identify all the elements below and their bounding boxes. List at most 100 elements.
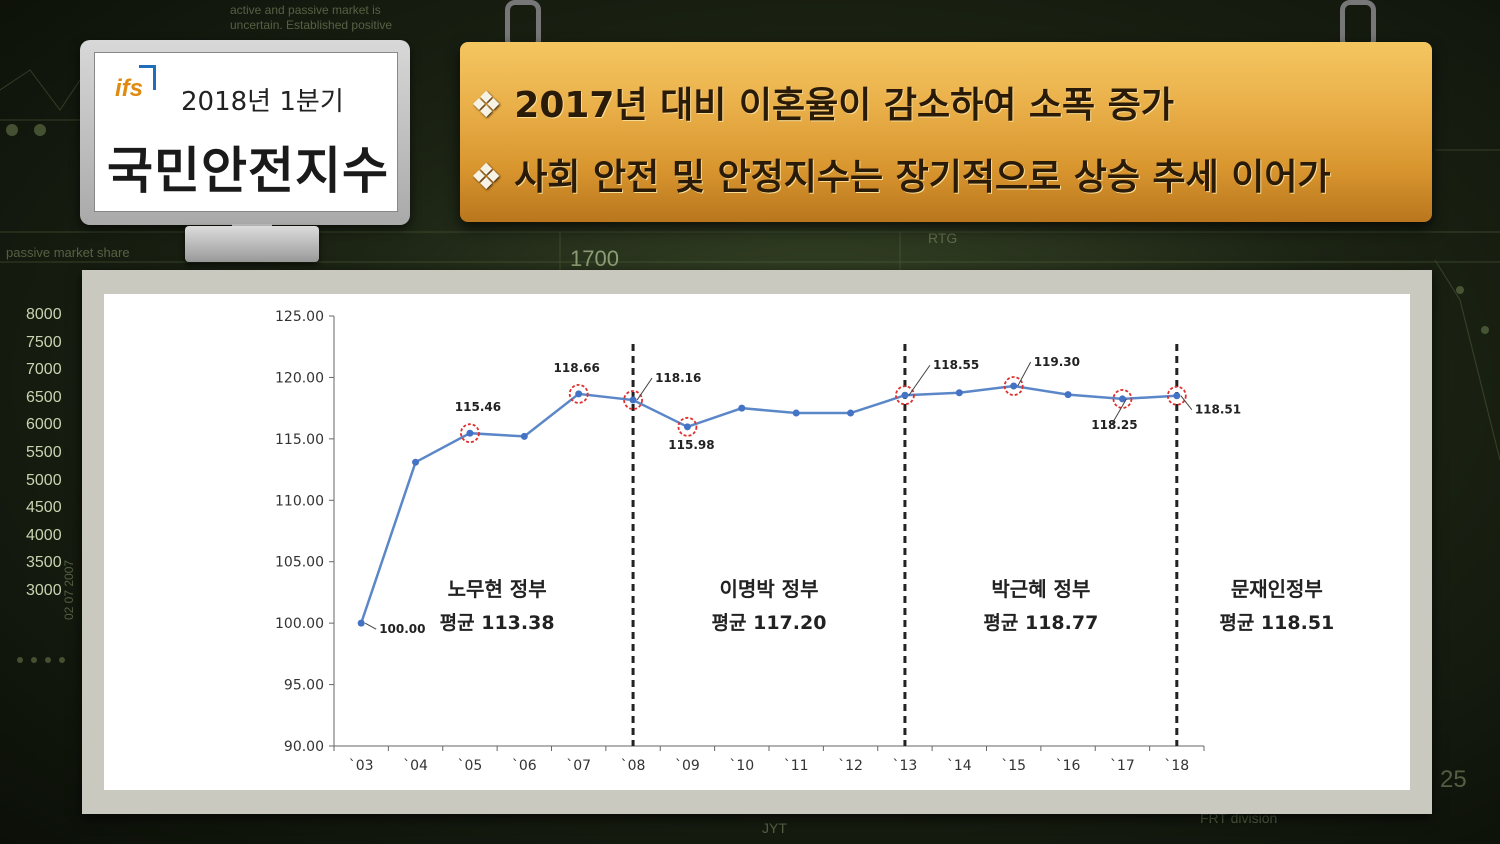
bullet-icon: ❖ [470, 157, 503, 198]
data-point [520, 432, 528, 440]
period-name: 박근혜 정부 [991, 577, 1090, 601]
annotation-leader [636, 377, 653, 401]
period-average: 평균 118.51 [1219, 612, 1334, 634]
y-tick-label: 125.00 [275, 309, 324, 325]
monitor-screen: ifs 2018년 1분기 국민안전지수 [94, 52, 398, 212]
data-point [1010, 382, 1018, 390]
headline-1-text: 2017년 대비 이혼율이 감소하여 소폭 증가 [514, 85, 1174, 126]
data-point [466, 429, 474, 437]
data-point [575, 390, 583, 398]
x-tick-label: `18 [1164, 758, 1189, 774]
data-point [955, 389, 963, 397]
period-average: 평균 118.77 [983, 612, 1098, 634]
background-tag-rtg: RTG [928, 230, 958, 246]
monitor-title: 국민안전지수 [107, 142, 389, 200]
data-label: 115.98 [668, 438, 714, 452]
x-tick-label: `17 [1110, 758, 1135, 774]
logo-bracket-icon [139, 65, 156, 90]
period-average: 평균 113.38 [440, 612, 555, 634]
headline-2-text: 사회 안전 및 안정지수는 장기적으로 상승 추세 이어가 [514, 157, 1331, 198]
bullet-icon: ❖ [470, 85, 503, 126]
background-tag-jyt: JYT [762, 820, 787, 836]
data-label: 118.51 [1195, 403, 1241, 417]
logo-text: ifs [115, 75, 144, 102]
background-tag-25: 25 [1440, 766, 1467, 793]
x-tick-label: `07 [566, 758, 591, 774]
background-axis-tick: 4500 [26, 499, 62, 517]
data-point [738, 404, 746, 412]
data-point [357, 619, 365, 627]
x-tick-label: `09 [675, 758, 700, 774]
data-label: 118.66 [554, 361, 600, 375]
x-tick-label: `08 [621, 758, 646, 774]
data-point [683, 423, 691, 431]
series-line [360, 384, 1177, 624]
x-tick-label: `12 [838, 758, 863, 774]
chart-panel: 90.00 95.00 100.00 105.00 110.00 115.00 120.00… [104, 294, 1410, 790]
background-axis-tick: 4000 [26, 526, 62, 544]
data-point [1118, 395, 1126, 403]
data-label: 115.46 [455, 400, 501, 414]
highlight-ring [1112, 389, 1133, 409]
background-axis-tick: 7500 [26, 333, 62, 351]
data-point [412, 458, 420, 466]
background-axis-tick: 5000 [26, 471, 62, 489]
highlight-ring [460, 423, 480, 444]
period-name: 이명박 정부 [720, 577, 819, 601]
background-axis-tick: 6000 [26, 416, 62, 434]
highlight-ring [895, 385, 915, 406]
data-label: 118.16 [655, 371, 701, 385]
x-tick-label: `03 [349, 758, 374, 774]
data-point [847, 409, 855, 417]
chart-panel-frame: 90.00 95.00 100.00 105.00 110.00 115.00 120.00… [82, 270, 1432, 814]
x-tick-label: `11 [784, 758, 809, 774]
highlight-ring [1003, 376, 1024, 396]
highlight-ring [677, 416, 698, 437]
y-tick-label: 120.00 [275, 370, 324, 386]
background-tag-passive: passive market share [6, 245, 130, 260]
background-snippet-1: active and passive market is [230, 3, 381, 17]
highlight-ring [568, 383, 589, 404]
period-name: 노무현 정부 [448, 577, 547, 601]
data-point [901, 391, 909, 399]
annotation-leader [1180, 395, 1193, 411]
data-label: 118.25 [1091, 418, 1137, 432]
background-tag-2007: 02 07 2007 [62, 559, 76, 620]
x-tick-label: `16 [1056, 758, 1081, 774]
monitor-frame: ifs 2018년 1분기 국민안전지수 [80, 40, 410, 225]
annotation-leader [908, 364, 931, 396]
line-chart: 90.00 95.00 100.00 105.00 110.00 115.00 120.00… [275, 309, 1334, 774]
data-label: 118.55 [933, 358, 979, 372]
headline-1: ❖ 2017년 대비 이혼율이 감소하여 소폭 증가 [470, 76, 1174, 128]
data-point [792, 409, 800, 417]
background-axis-tick: 3000 [26, 582, 62, 599]
y-tick-label: 95.00 [284, 678, 324, 694]
wooden-sign: ❖ 2017년 대비 이혼율이 감소하여 소폭 증가 ❖ 사회 안전 및 안정지수는… [460, 42, 1432, 222]
background-tag-1700: 1700 [570, 246, 619, 271]
y-tick-label: 100.00 [275, 616, 324, 632]
y-tick-label: 90.00 [284, 739, 324, 755]
x-tick-label: `10 [729, 758, 754, 774]
background-axis-tick: 7000 [26, 361, 62, 379]
data-point [1064, 391, 1072, 399]
annotation-leader [1017, 361, 1032, 387]
period-average: 평균 117.20 [712, 612, 827, 634]
headline-2: ❖ 사회 안전 및 안정지수는 장기적으로 상승 추세 이어가 [470, 148, 1331, 200]
data-label: 119.30 [1034, 355, 1080, 369]
annotation-leader [364, 622, 377, 630]
x-tick-label: `04 [403, 758, 428, 774]
monitor-period: 2018년 1분기 [181, 87, 344, 117]
background-axis-tick: 6500 [26, 388, 62, 406]
monitor-stand [185, 226, 319, 262]
x-tick-label: `05 [458, 758, 483, 774]
highlight-ring [1166, 385, 1187, 406]
data-label: 100.00 [379, 622, 425, 636]
background-axis-tick: 3500 [26, 554, 62, 572]
x-tick-label: `13 [893, 758, 918, 774]
background-axis-tick: 5500 [26, 444, 62, 461]
annotation-leader [1111, 398, 1127, 426]
period-name: 문재인정부 [1231, 577, 1323, 601]
ifs-logo: ifs [115, 75, 143, 103]
background-tag-frt: FRT division [1200, 810, 1278, 826]
x-tick-label: `06 [512, 758, 537, 774]
